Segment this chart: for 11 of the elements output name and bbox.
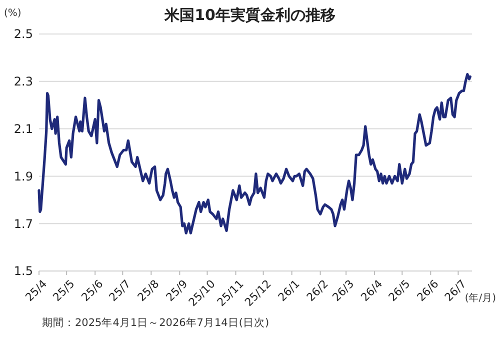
y-tick-label: 1.9 (14, 169, 33, 184)
text: 期間：2025年4月1日～2026年7月14日(日次) (42, 317, 270, 329)
x-axis-title: (年/月) (464, 292, 496, 304)
line-series (38, 72, 472, 234)
y-tick-label: 1.7 (14, 216, 33, 231)
chart-title: 米国10年実質金利の推移 (164, 6, 336, 24)
y-tick-label: 2.5 (14, 27, 33, 42)
y-axis-title: (%) (4, 8, 22, 19)
y-tick-label: 2.3 (14, 74, 33, 89)
y-tick-label: 1.5 (14, 264, 33, 278)
y-tick-label: 2.1 (14, 122, 33, 136)
